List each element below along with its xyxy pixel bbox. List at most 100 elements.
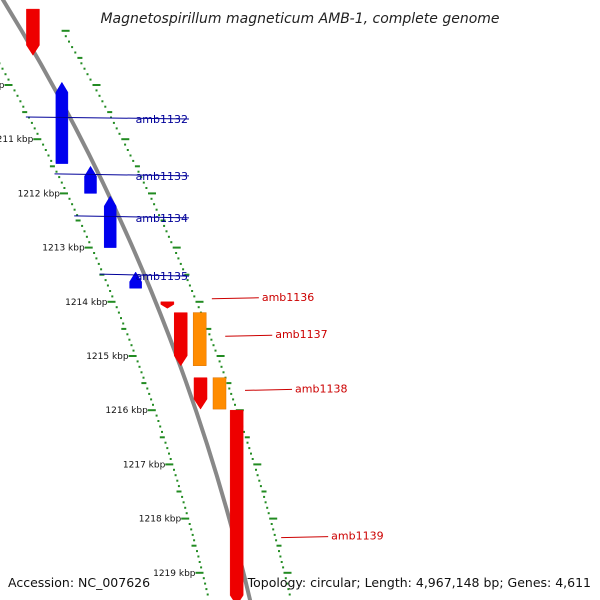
outer-ruler-tick xyxy=(191,290,194,292)
kbp-label: 1218 kbp xyxy=(139,515,182,525)
inner-ruler-tick xyxy=(176,490,182,493)
outer-ruler-tick xyxy=(153,203,156,206)
feature-layer xyxy=(26,8,244,600)
gene-arrow xyxy=(103,195,117,248)
outer-ruler-tick xyxy=(61,29,70,32)
inner-ruler-tick xyxy=(83,230,86,233)
inner-ruler-tick xyxy=(204,582,207,585)
outer-ruler-tick xyxy=(129,154,132,157)
outer-ruler-tick xyxy=(212,344,215,347)
inner-ruler-tick xyxy=(166,447,169,450)
inner-ruler-tick xyxy=(202,577,205,580)
outer-ruler-tick xyxy=(284,577,287,580)
inner-ruler-tick xyxy=(150,398,153,401)
kbp-label: 1219 kbp xyxy=(153,569,196,579)
outer-ruler-tick xyxy=(216,355,225,357)
map-title: Magnetospirillum magneticum AMB-1, compl… xyxy=(100,11,499,27)
inner-ruler-tick xyxy=(174,474,177,477)
outer-ruler-tick xyxy=(261,490,267,493)
inner-ruler-tick xyxy=(152,403,154,406)
inner-ruler-tick xyxy=(155,414,158,417)
inner-ruler-tick xyxy=(22,111,28,114)
inner-ruler-tick xyxy=(68,197,71,200)
outer-ruler-tick xyxy=(246,441,249,444)
outer-ruler-tick xyxy=(195,300,204,303)
outer-ruler-tick xyxy=(222,371,225,374)
outer-ruler-tick xyxy=(104,105,107,108)
outer-ruler-tick xyxy=(256,474,259,477)
gene-label: amb1138 xyxy=(295,382,347,395)
inner-ruler-tick xyxy=(13,89,16,92)
kbp-label: 1213 kbp xyxy=(42,244,85,254)
inner-ruler-tick xyxy=(138,365,141,368)
outer-ruler-tick xyxy=(188,284,191,287)
inner-ruler-tick xyxy=(99,273,105,276)
outer-ruler-tick xyxy=(98,94,101,97)
outer-ruler-tick xyxy=(253,463,262,466)
inner-ruler-tick xyxy=(191,533,194,536)
gene-leader-line xyxy=(25,116,190,120)
inner-ruler-tick xyxy=(197,555,200,558)
outer-ruler-tick xyxy=(160,219,166,222)
inner-ruler-tick xyxy=(97,262,100,265)
inner-ruler-tick xyxy=(81,224,84,227)
outer-ruler-tick xyxy=(158,214,161,217)
outer-ruler-tick xyxy=(266,506,269,509)
inner-ruler-tick xyxy=(128,338,131,341)
outer-ruler-tick xyxy=(83,67,86,70)
inner-ruler-tick xyxy=(168,452,170,455)
outer-ruler-tick xyxy=(77,56,83,59)
genome-summary-text: Topology: circular; Length: 4,967,148 bp… xyxy=(247,575,591,590)
inner-ruler-tick xyxy=(148,392,151,395)
outer-ruler-tick xyxy=(272,528,275,531)
inner-ruler-tick xyxy=(106,284,109,287)
inner-ruler-tick xyxy=(184,506,187,509)
inner-ruler-tick xyxy=(111,295,114,298)
gene-leader-line xyxy=(211,297,259,300)
inner-ruler-tick xyxy=(4,84,13,86)
outer-ruler-tick xyxy=(64,35,67,38)
inner-ruler-tick xyxy=(100,268,103,271)
outer-ruler-tick xyxy=(214,349,217,352)
inner-ruler-tick xyxy=(165,463,174,466)
cds-feature xyxy=(192,312,207,366)
inner-ruler-tick xyxy=(177,485,180,488)
gene-leader-line xyxy=(99,273,190,277)
kbp-label: 1212 kbp xyxy=(18,189,61,199)
outer-ruler-tick xyxy=(283,571,292,574)
gene-arrow xyxy=(173,312,188,367)
inner-ruler-tick xyxy=(128,355,137,357)
outer-ruler-tick xyxy=(275,539,278,542)
kbp-label: 1217 kbp xyxy=(123,460,166,470)
inner-ruler-tick xyxy=(88,241,91,244)
inner-ruler-tick xyxy=(121,327,127,330)
outer-ruler-tick xyxy=(248,447,251,450)
outer-ruler-tick xyxy=(165,230,168,233)
inner-ruler-tick xyxy=(161,430,163,433)
outer-ruler-tick xyxy=(89,78,92,81)
outer-ruler-tick xyxy=(177,257,180,260)
outer-ruler-tick xyxy=(288,593,291,596)
outer-ruler-tick xyxy=(80,62,83,65)
inner-ruler-tick xyxy=(47,154,50,157)
outer-ruler-tick xyxy=(92,84,101,86)
outer-ruler-tick xyxy=(186,279,189,282)
outer-ruler-tick xyxy=(118,132,121,135)
outer-ruler-tick xyxy=(193,295,196,298)
outer-ruler-tick xyxy=(263,495,266,498)
inner-ruler-tick xyxy=(1,67,4,70)
gene-label: amb1132 xyxy=(136,113,188,126)
outer-ruler-tick xyxy=(150,197,153,200)
outer-ruler-tick xyxy=(243,430,245,433)
outer-ruler-tick xyxy=(259,485,262,488)
inner-ruler-tick xyxy=(50,159,53,162)
inner-ruler-tick xyxy=(141,382,147,385)
outer-ruler-tick xyxy=(282,566,285,569)
outer-ruler-tick xyxy=(68,40,70,43)
kbp-label: 1216 kbp xyxy=(105,406,148,416)
inner-ruler-tick xyxy=(157,420,160,422)
outer-ruler-tick xyxy=(264,501,267,504)
inner-ruler-tick xyxy=(195,571,204,574)
outer-ruler-tick xyxy=(121,138,130,141)
